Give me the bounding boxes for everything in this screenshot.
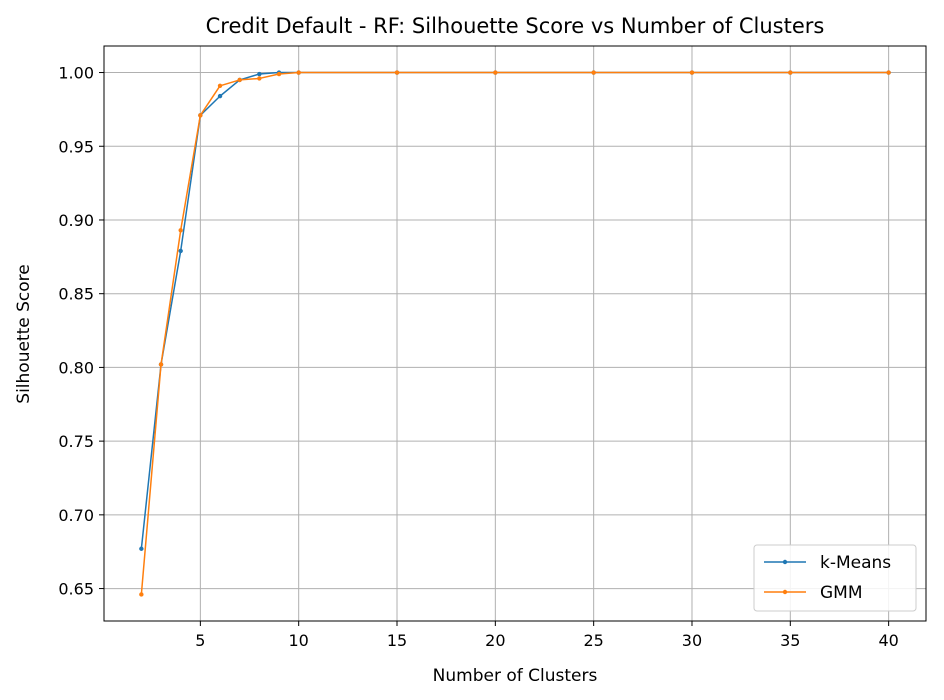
- x-tick-label: 40: [878, 631, 898, 650]
- data-point-gmm: [198, 113, 203, 118]
- legend-label-kmeans: k-Means: [820, 553, 891, 573]
- legend: k-Means GMM: [753, 544, 917, 612]
- data-point-k-means: [217, 93, 223, 99]
- plot-area-frame: [103, 45, 927, 622]
- grid-lines: [104, 46, 926, 621]
- y-tick-label: 0.95: [58, 137, 94, 156]
- chart-title: Credit Default - RF: Silhouette Score vs…: [206, 14, 825, 38]
- data-point-gmm: [689, 70, 695, 75]
- data-point-gmm: [178, 228, 183, 233]
- x-axis-title: Number of Clusters: [433, 666, 598, 686]
- x-tick-label: 35: [780, 631, 800, 650]
- legend-marker-gmm: [782, 589, 788, 595]
- y-tick-label: 1.00: [58, 64, 94, 83]
- data-point-gmm: [139, 592, 144, 597]
- y-tick-label: 0.65: [58, 580, 94, 599]
- x-tick-label: 20: [485, 631, 505, 650]
- legend-label-gmm: GMM: [820, 583, 863, 603]
- data-point-gmm: [788, 70, 793, 75]
- legend-marker-kmeans: [782, 559, 788, 565]
- x-tick-label: 25: [583, 631, 603, 650]
- series-lines: [139, 70, 891, 597]
- y-axis-title: Silhouette Score: [14, 264, 34, 403]
- y-tick-label: 0.85: [58, 285, 94, 304]
- data-point-k-means: [139, 546, 144, 551]
- data-point-k-means: [257, 71, 262, 77]
- y-tick-label: 0.75: [58, 432, 94, 451]
- x-tick-label: 5: [195, 631, 205, 650]
- y-tick-label: 0.80: [58, 358, 94, 377]
- data-point-gmm: [591, 70, 596, 75]
- data-point-k-means: [178, 248, 183, 254]
- data-point-gmm: [296, 70, 301, 75]
- x-tick-label: 30: [682, 631, 702, 650]
- data-point-gmm: [158, 362, 164, 367]
- data-point-gmm: [276, 71, 282, 77]
- data-point-gmm: [217, 83, 223, 89]
- data-point-gmm: [493, 70, 498, 75]
- x-tick-label: 15: [387, 631, 407, 650]
- data-point-gmm: [237, 77, 242, 83]
- data-point-gmm: [886, 70, 891, 75]
- axis-ticks: 5 10 15 20 25 30 35 40 0.65 0.70 0.75 0.80 0.85 0.90 0…: [58, 64, 898, 650]
- x-tick-label: 10: [289, 631, 309, 650]
- y-tick-label: 0.70: [58, 506, 94, 525]
- data-point-gmm: [394, 70, 400, 75]
- data-point-gmm: [257, 76, 262, 81]
- y-tick-label: 0.90: [58, 211, 94, 230]
